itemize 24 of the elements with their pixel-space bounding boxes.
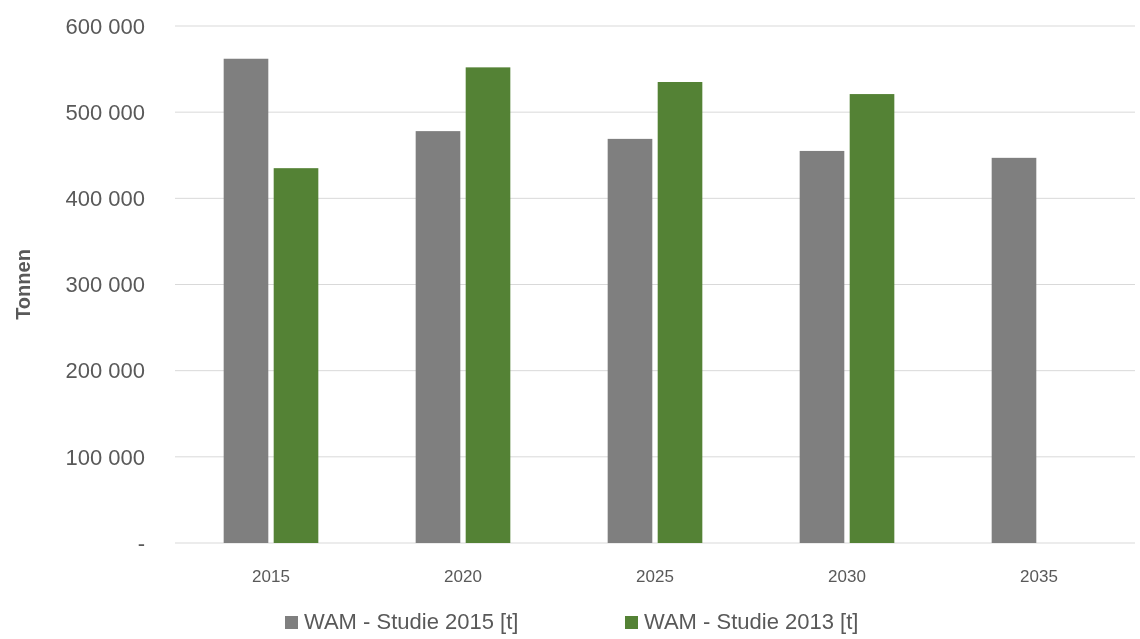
bar: [849, 94, 895, 543]
y-tick-label: 600 000: [65, 13, 145, 39]
x-tick-label: 2025: [636, 567, 674, 586]
y-tick-label: 200 000: [65, 358, 145, 384]
y-tick-label: 500 000: [65, 99, 145, 125]
x-tick-label: 2030: [828, 567, 866, 586]
y-tick-label: 300 000: [65, 272, 145, 298]
y-axis-title: Tonnen: [12, 249, 34, 320]
bar: [415, 131, 461, 543]
x-tick-label: 2020: [444, 567, 482, 586]
y-tick-label: 400 000: [65, 186, 145, 212]
y-tick-label: -: [137, 530, 145, 556]
legend-label: WAM - Studie 2013 [t]: [644, 609, 859, 634]
bar: [223, 58, 269, 543]
x-tick-label: 2015: [252, 567, 290, 586]
bar: [465, 67, 511, 543]
bar: [991, 157, 1037, 543]
legend-label: WAM - Studie 2015 [t]: [304, 609, 519, 634]
bar: [273, 168, 319, 543]
x-tick-label: 2035: [1020, 567, 1058, 586]
y-tick-label: 100 000: [65, 444, 145, 470]
bar: [607, 138, 653, 543]
bar: [799, 150, 845, 543]
bar: [657, 82, 703, 543]
